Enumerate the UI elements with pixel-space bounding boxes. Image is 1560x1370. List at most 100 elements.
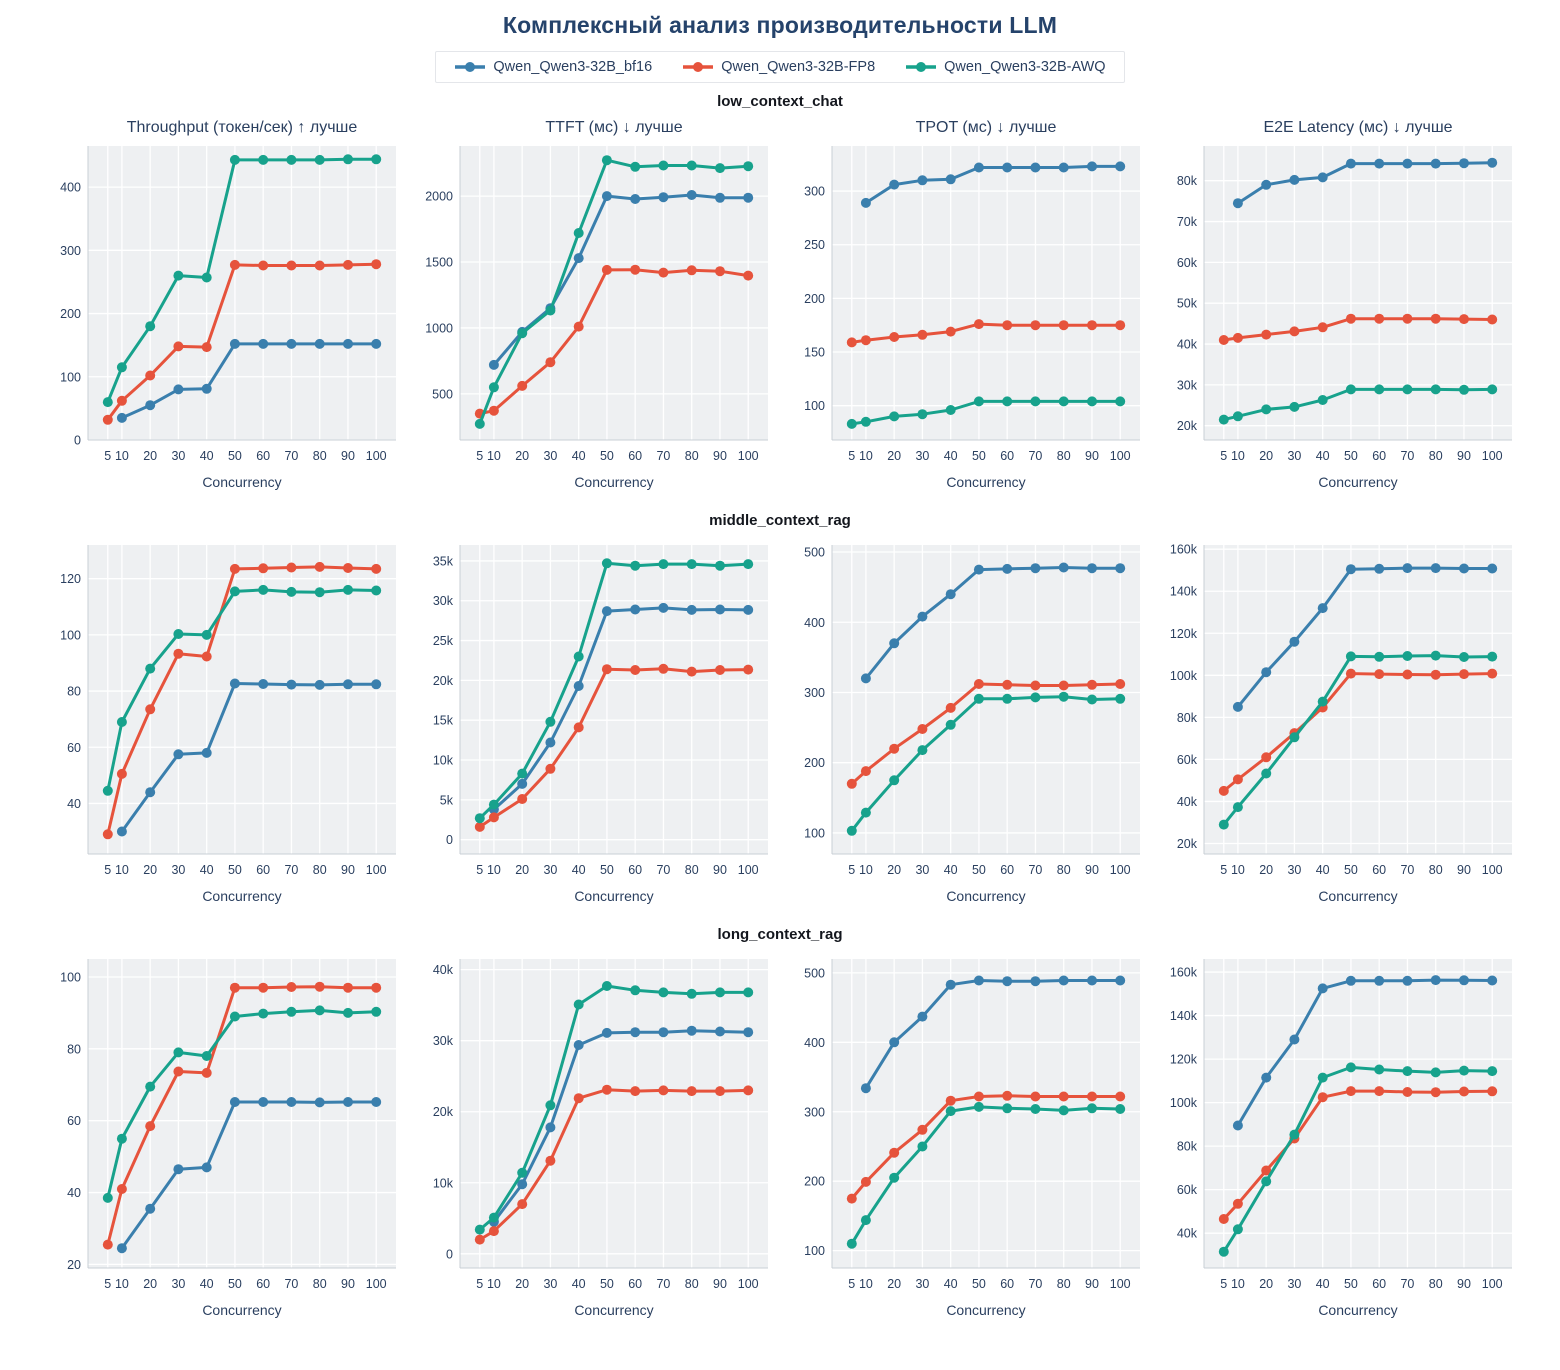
svg-text:20: 20: [1259, 1277, 1273, 1291]
data-point: [474, 418, 485, 429]
x-axis-title: Concurrency: [946, 888, 1025, 904]
y-tick-labels: 0 5k 10k 15k 20k 25k 30k 35k: [433, 554, 454, 847]
data-point: [102, 785, 113, 796]
svg-text:30: 30: [1287, 449, 1301, 463]
svg-text:30: 30: [915, 449, 929, 463]
data-point: [630, 665, 641, 675]
x-axis-title: Concurrency: [946, 474, 1025, 490]
series-Qwen_Qwen3-32B-AWQ: [102, 154, 382, 408]
svg-text:90: 90: [341, 863, 355, 877]
gridlines: [1204, 146, 1512, 440]
data-point: [715, 163, 725, 174]
data-point: [630, 264, 641, 275]
svg-text:80: 80: [1057, 863, 1071, 877]
data-point: [945, 979, 956, 990]
svg-text:70: 70: [284, 863, 298, 877]
data-point: [630, 985, 641, 996]
data-point: [545, 1100, 556, 1111]
data-point: [1115, 693, 1126, 704]
data-point: [1430, 1067, 1441, 1078]
legend-item-Qwen_Qwen3-32B-AWQ[interactable]: Qwen_Qwen3-32B-AWQ: [905, 59, 1106, 75]
data-point: [1345, 158, 1356, 169]
svg-text:90: 90: [1457, 863, 1471, 877]
x-tick-labels: 5 10 20 30 40 50 60 70 80 90 100: [1220, 863, 1502, 877]
svg-text:20: 20: [67, 1258, 81, 1272]
data-point: [474, 1224, 485, 1235]
data-point: [343, 1007, 353, 1018]
plot-area: [460, 545, 768, 854]
svg-text:90: 90: [1085, 1277, 1099, 1291]
svg-text:40: 40: [1316, 1277, 1330, 1291]
data-point: [1058, 562, 1069, 573]
svg-text:10: 10: [115, 1277, 129, 1291]
subplot-mid-ttft: 0 5k 10k 15k 20k 25k 30k 35k 5 10 20 30 40 50 60 70 80 90…: [408, 531, 780, 916]
data-point: [1002, 679, 1013, 690]
data-point: [343, 982, 353, 993]
svg-text:160k: 160k: [1170, 543, 1198, 557]
svg-text:50: 50: [228, 1277, 242, 1291]
data-point: [116, 362, 127, 373]
data-point: [601, 664, 612, 675]
legend-label: Qwen_Qwen3-32B-AWQ: [944, 59, 1106, 75]
data-point: [658, 192, 669, 203]
data-point: [860, 673, 871, 684]
data-point: [573, 1093, 584, 1104]
data-point: [1218, 785, 1229, 796]
series-Qwen_Qwen3-32B_bf16: [1232, 157, 1498, 209]
data-point: [1289, 1034, 1300, 1045]
data-point: [517, 328, 528, 339]
series-Qwen_Qwen3-32B-AWQ: [846, 691, 1126, 836]
svg-text:140k: 140k: [1170, 1009, 1198, 1023]
svg-text:50: 50: [228, 449, 242, 463]
data-point: [1087, 679, 1097, 690]
data-point: [286, 586, 297, 597]
data-point: [1232, 802, 1243, 813]
data-point: [1289, 1129, 1300, 1140]
data-point: [474, 1234, 485, 1245]
data-point: [860, 1215, 871, 1226]
svg-text:80: 80: [685, 1277, 699, 1291]
chart-title: E2E Latency (мс) ↓ лучше: [1263, 119, 1452, 136]
data-point: [917, 1141, 928, 1152]
svg-text:90: 90: [341, 449, 355, 463]
plot-area: [832, 146, 1140, 440]
svg-text:20k: 20k: [1177, 837, 1198, 851]
svg-text:30: 30: [171, 1277, 185, 1291]
data-point: [1374, 563, 1385, 574]
data-point: [1317, 983, 1328, 994]
svg-text:70: 70: [656, 449, 670, 463]
svg-text:30: 30: [543, 863, 557, 877]
data-point: [1115, 396, 1126, 407]
svg-text:30: 30: [171, 449, 185, 463]
data-point: [116, 717, 127, 727]
x-tick-labels: 5 10 20 30 40 50 60 70 80 90 100: [104, 863, 386, 877]
data-point: [488, 359, 499, 370]
data-point: [973, 162, 984, 173]
data-point: [1058, 975, 1069, 986]
svg-text:70: 70: [1028, 863, 1042, 877]
series-Qwen_Qwen3-32B-AWQ: [846, 1101, 1126, 1249]
data-point: [1002, 320, 1013, 331]
data-point: [1002, 693, 1013, 704]
data-point: [145, 787, 156, 798]
data-point: [1317, 1072, 1328, 1083]
data-point: [1459, 1086, 1469, 1097]
x-tick-labels: 5 10 20 30 40 50 60 70 80 90 100: [104, 1277, 386, 1291]
legend-item-Qwen_Qwen3-32B_bf16[interactable]: Qwen_Qwen3-32B_bf16: [454, 59, 652, 75]
data-point: [1459, 314, 1469, 325]
data-point: [1317, 696, 1328, 707]
svg-text:5: 5: [848, 1277, 855, 1291]
data-point: [658, 160, 669, 171]
svg-text:70k: 70k: [1177, 215, 1198, 229]
data-point: [715, 1086, 725, 1097]
y-tick-labels: 100 200 300 400 500: [804, 966, 825, 1258]
svg-text:50: 50: [972, 1277, 986, 1291]
gridlines: [460, 959, 768, 1268]
svg-text:80: 80: [313, 449, 327, 463]
svg-text:100: 100: [1482, 1277, 1503, 1291]
svg-text:160k: 160k: [1170, 966, 1198, 980]
chart-title: Throughput (токен/сек) ↑ лучше: [127, 119, 358, 136]
y-tick-labels: 40k 60k 80k 100k 120k 140k 160k: [1170, 966, 1198, 1241]
legend-item-Qwen_Qwen3-32B-FP8[interactable]: Qwen_Qwen3-32B-FP8: [682, 59, 875, 75]
data-point: [1459, 669, 1469, 680]
